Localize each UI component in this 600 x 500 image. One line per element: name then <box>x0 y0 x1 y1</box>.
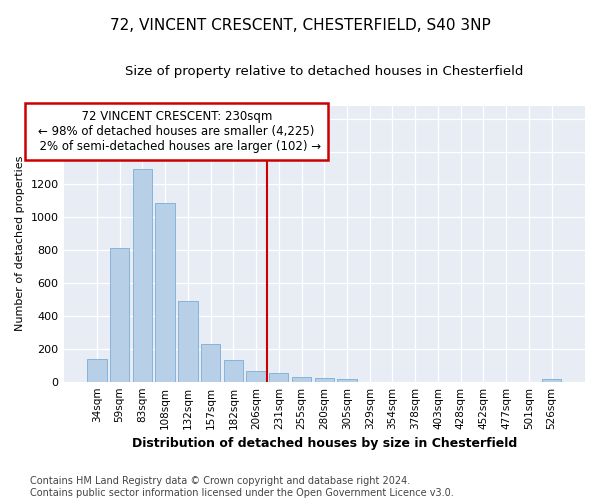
Bar <box>178 301 197 382</box>
Bar <box>155 202 175 382</box>
Title: Size of property relative to detached houses in Chesterfield: Size of property relative to detached ho… <box>125 65 523 78</box>
Bar <box>292 376 311 382</box>
Bar <box>133 169 152 382</box>
Text: 72, VINCENT CRESCENT, CHESTERFIELD, S40 3NP: 72, VINCENT CRESCENT, CHESTERFIELD, S40 … <box>110 18 490 32</box>
Bar <box>247 371 266 382</box>
Bar <box>110 248 130 382</box>
Bar <box>337 379 356 382</box>
Bar <box>542 379 561 382</box>
Bar <box>269 374 289 382</box>
Bar <box>87 358 107 382</box>
Y-axis label: Number of detached properties: Number of detached properties <box>15 156 25 332</box>
Text: Contains HM Land Registry data © Crown copyright and database right 2024.
Contai: Contains HM Land Registry data © Crown c… <box>30 476 454 498</box>
Text: 72 VINCENT CRESCENT: 230sqm  
← 98% of detached houses are smaller (4,225)
  2% : 72 VINCENT CRESCENT: 230sqm ← 98% of det… <box>32 110 321 154</box>
X-axis label: Distribution of detached houses by size in Chesterfield: Distribution of detached houses by size … <box>131 437 517 450</box>
Bar <box>314 378 334 382</box>
Bar <box>201 344 220 382</box>
Bar <box>224 360 243 382</box>
